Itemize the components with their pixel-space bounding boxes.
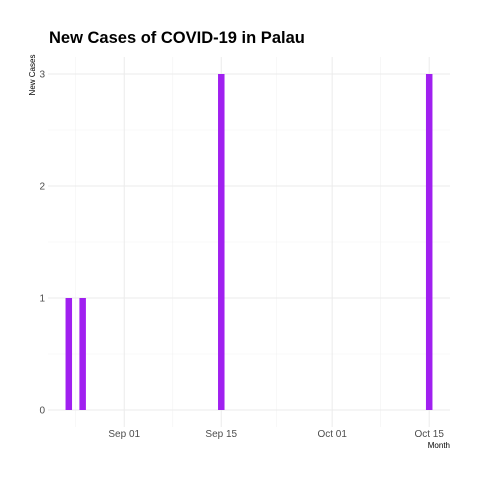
y-tick-label: 0 xyxy=(39,406,45,417)
bars xyxy=(65,74,433,410)
x-tick-label: Sep 01 xyxy=(108,429,140,440)
y-tick-label: 2 xyxy=(39,182,45,193)
chart-title: New Cases of COVID-19 in Palau xyxy=(49,29,305,47)
y-tick-label: 3 xyxy=(39,70,45,81)
x-tick-label: Sep 15 xyxy=(205,429,237,440)
bar xyxy=(425,74,433,410)
bar xyxy=(65,298,73,410)
x-tick-labels: Sep 01 Sep 15 Oct 01 Oct 15 xyxy=(108,429,444,440)
bar xyxy=(218,74,225,410)
bar xyxy=(79,298,86,410)
y-tick-label: 1 xyxy=(39,294,45,305)
y-axis-label: New Cases xyxy=(28,55,37,96)
y-tick-labels: 0 1 2 3 xyxy=(39,70,45,417)
x-tick-label: Oct 15 xyxy=(414,429,444,440)
grid xyxy=(48,57,450,427)
x-tick-label: Oct 01 xyxy=(317,429,347,440)
x-axis-label: Month xyxy=(428,441,450,450)
